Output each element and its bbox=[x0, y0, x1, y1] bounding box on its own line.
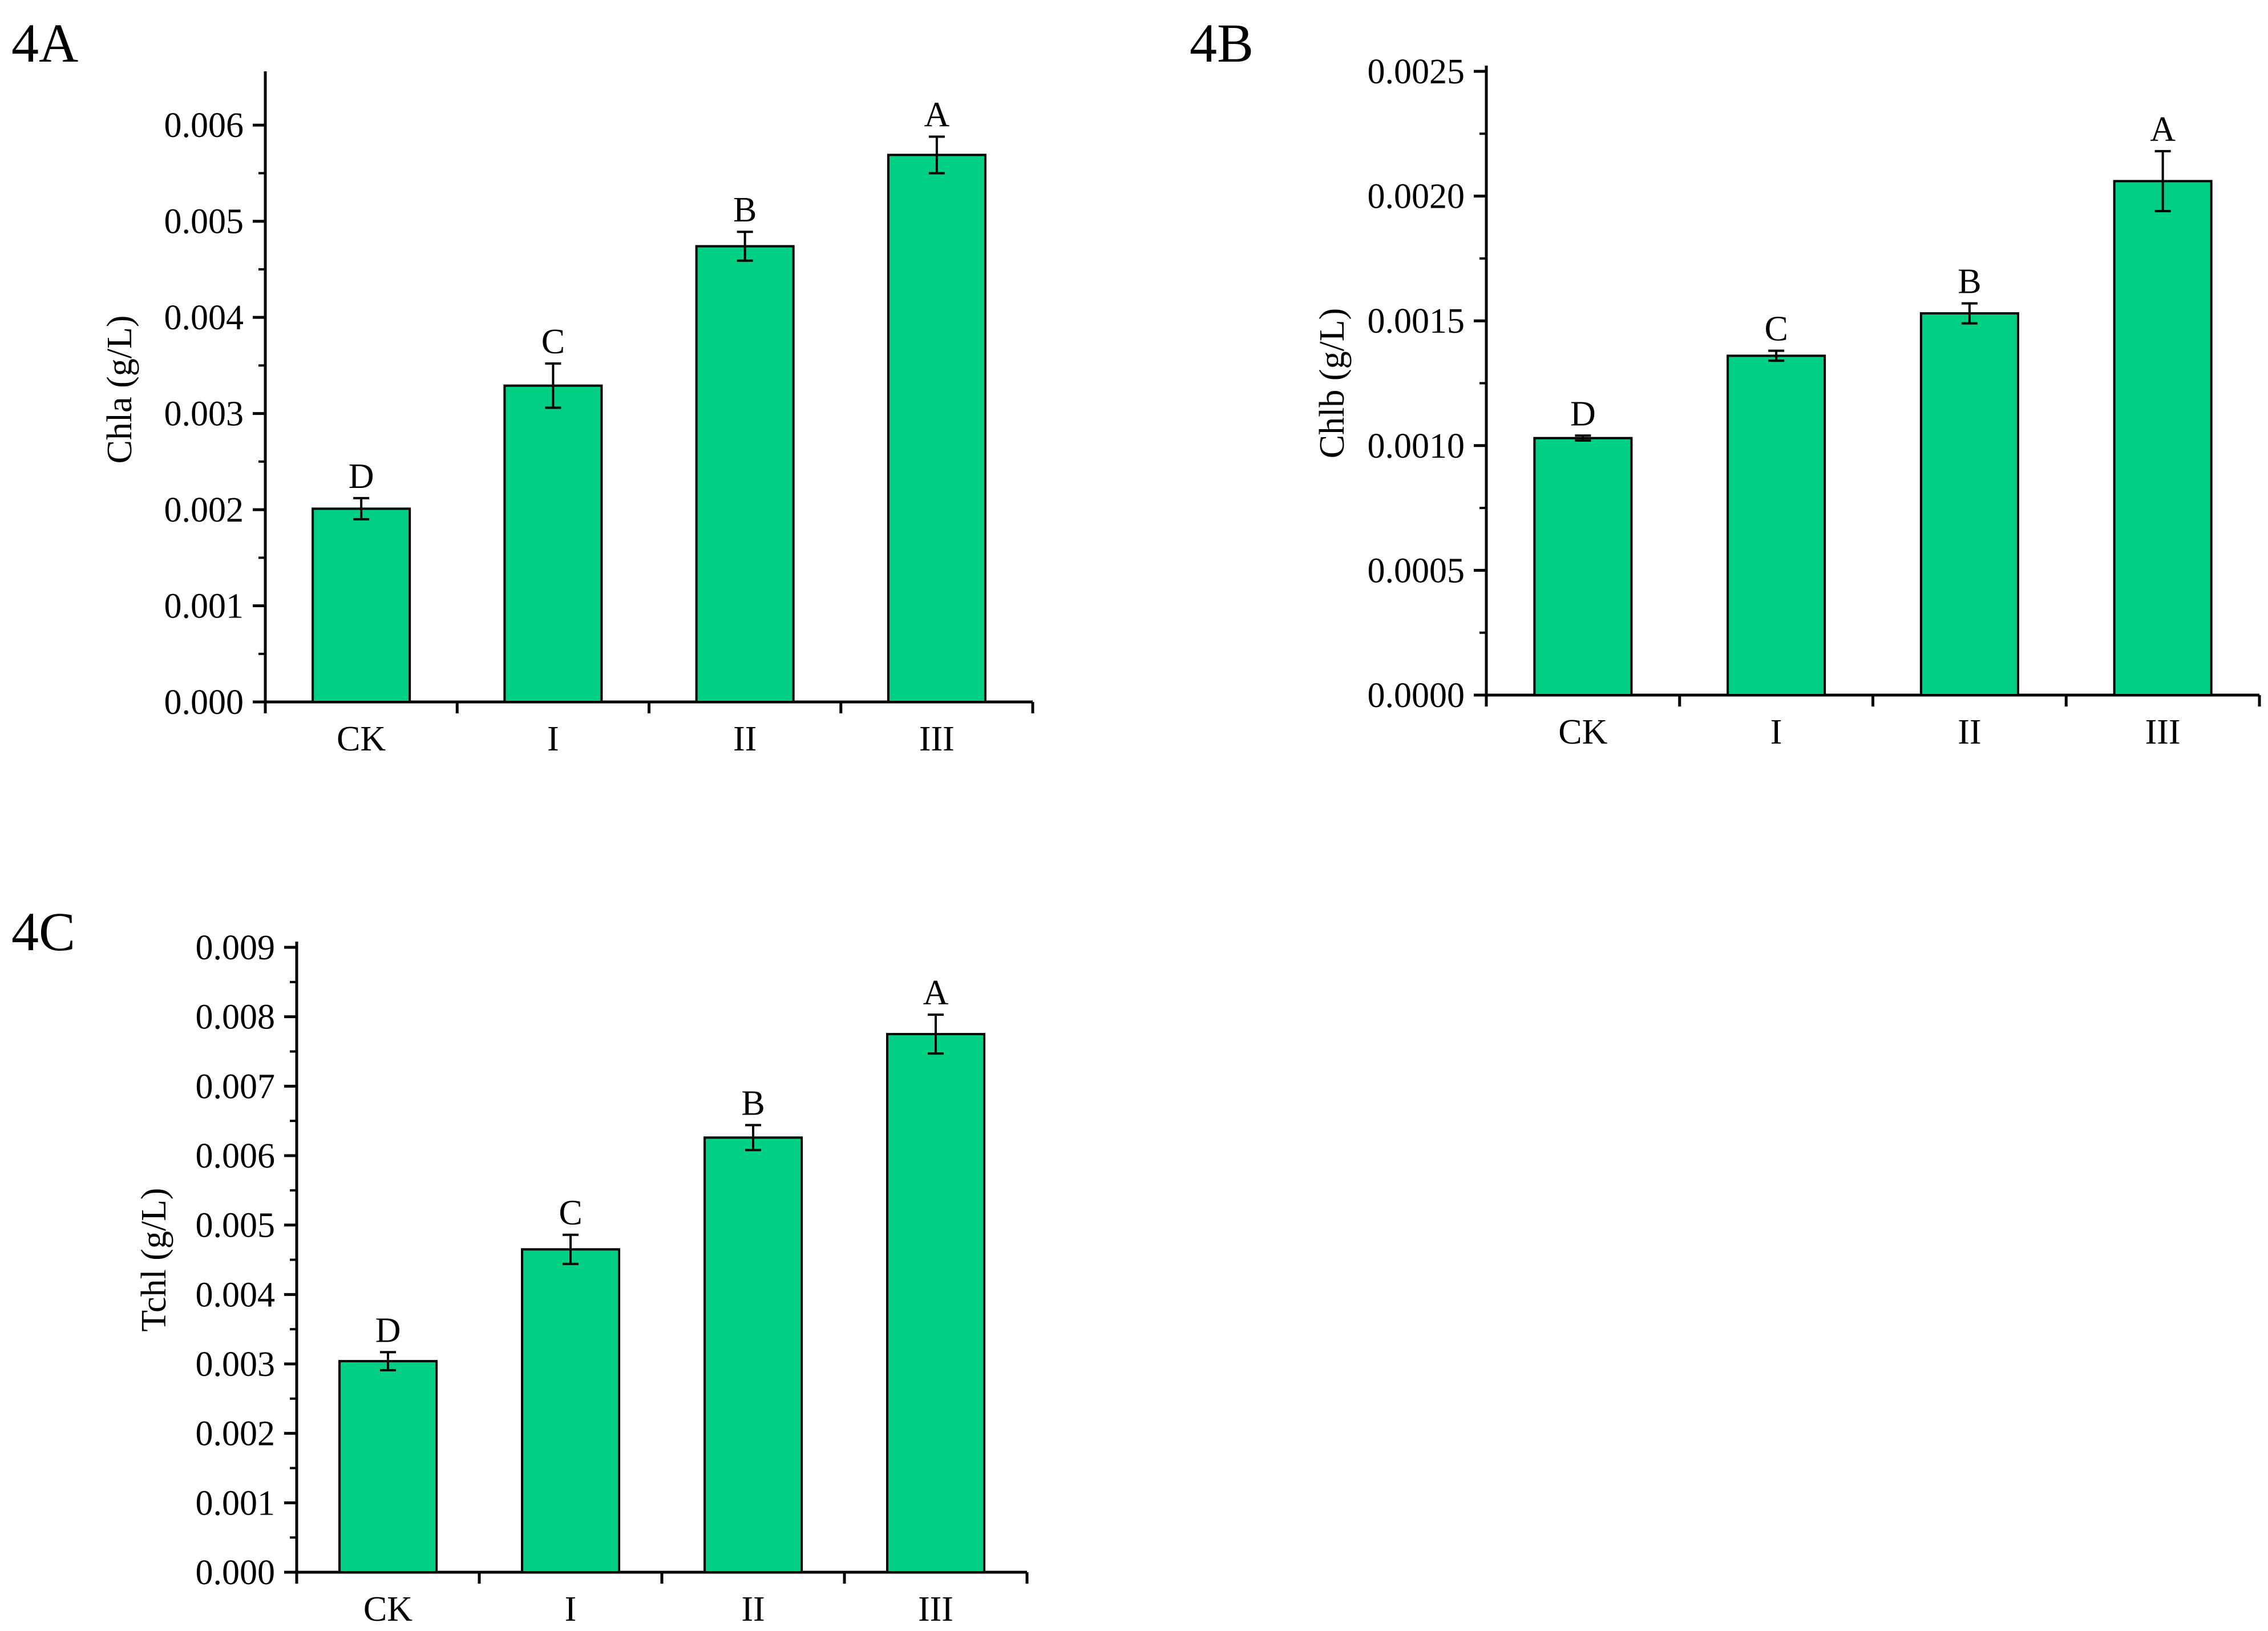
x-tick-label: III bbox=[919, 720, 955, 758]
y-tick-label: 0.0015 bbox=[1368, 302, 1465, 341]
panel-label: 4B bbox=[1190, 13, 1254, 74]
significance-letter: A bbox=[923, 974, 949, 1012]
y-tick-label: 0.009 bbox=[196, 928, 276, 967]
significance-letter: C bbox=[559, 1194, 582, 1233]
y-tick-label: 0.008 bbox=[196, 998, 276, 1037]
chart-panel-4b: 4B 0.0000 0.0005 0.0010 0.0015 0.0020 0.0025 Ch… bbox=[1190, 13, 2261, 752]
bar-ii bbox=[695, 245, 795, 703]
bar-i bbox=[521, 1248, 620, 1573]
x-tick-label: I bbox=[1770, 713, 1782, 752]
y-tick-label: 0.006 bbox=[164, 106, 244, 145]
bar-i bbox=[1727, 354, 1826, 696]
y-axis-title: Chlb (g/L) bbox=[1313, 308, 1352, 458]
x-tick-label: I bbox=[547, 720, 559, 758]
significance-letter: D bbox=[1570, 394, 1596, 433]
y-tick-label: 0.006 bbox=[196, 1137, 276, 1176]
x-tick-label: CK bbox=[1558, 713, 1607, 752]
chart-panel-4c: 4C 0.000 0.001 0.002 0.003 0.004 0.005 0.006 0.0… bbox=[11, 901, 1029, 1629]
y-axis-title: Chla (g/L) bbox=[100, 316, 139, 464]
x-tick-label: I bbox=[565, 1590, 577, 1629]
x-tick-label: III bbox=[2145, 713, 2181, 752]
y-tick-label: 0.0010 bbox=[1368, 427, 1465, 466]
significance-letter: A bbox=[2150, 110, 2176, 149]
bar-iii bbox=[887, 154, 987, 703]
y-tick-label: 0.001 bbox=[164, 587, 244, 626]
bar-ck bbox=[1533, 437, 1633, 697]
bar-i bbox=[503, 384, 603, 703]
y-tick-label: 0.0025 bbox=[1368, 53, 1465, 91]
y-tick-label: 0.002 bbox=[196, 1415, 276, 1454]
significance-letter: C bbox=[1764, 310, 1788, 349]
significance-letter: D bbox=[375, 1311, 401, 1350]
x-tick-label: II bbox=[1958, 713, 1981, 752]
bar-ii bbox=[704, 1136, 803, 1574]
x-tick-label: III bbox=[918, 1590, 953, 1629]
y-tick-label: 0.002 bbox=[164, 491, 244, 530]
bar-iii bbox=[886, 1033, 985, 1574]
y-tick-label: 0.007 bbox=[196, 1067, 276, 1106]
bar-iii bbox=[2113, 180, 2213, 697]
chart-panel-4a: 4A 0.000 0.001 0.002 0.003 0.004 0.005 0.006 Chl… bbox=[11, 13, 1034, 758]
significance-letter: B bbox=[741, 1084, 765, 1123]
x-tick-label: II bbox=[741, 1590, 765, 1629]
bar-ck bbox=[338, 1360, 438, 1573]
significance-letter: A bbox=[924, 95, 949, 134]
bar-ck bbox=[312, 507, 411, 704]
significance-letter: B bbox=[1958, 263, 1981, 301]
significance-letter: B bbox=[733, 191, 757, 229]
panel-label: 4C bbox=[11, 901, 75, 962]
y-tick-label: 0.005 bbox=[164, 203, 244, 241]
bar-ii bbox=[1919, 312, 2019, 696]
y-tick-label: 0.000 bbox=[164, 683, 244, 722]
y-tick-label: 0.005 bbox=[196, 1206, 276, 1245]
y-axis-title: Tchl (g/L) bbox=[135, 1188, 173, 1331]
x-tick-label: CK bbox=[363, 1590, 413, 1629]
panel-label: 4A bbox=[11, 13, 78, 74]
y-tick-label: 0.000 bbox=[196, 1553, 276, 1592]
x-tick-label: CK bbox=[337, 720, 386, 758]
x-tick-label: II bbox=[733, 720, 757, 758]
y-tick-label: 0.003 bbox=[164, 395, 244, 434]
y-tick-label: 0.001 bbox=[196, 1484, 276, 1523]
y-tick-label: 0.004 bbox=[164, 298, 244, 337]
y-tick-label: 0.003 bbox=[196, 1345, 276, 1384]
significance-letter: C bbox=[541, 322, 565, 361]
y-tick-label: 0.0005 bbox=[1368, 551, 1465, 590]
significance-letter: D bbox=[349, 457, 374, 496]
y-tick-label: 0.0000 bbox=[1368, 676, 1465, 715]
y-tick-label: 0.0020 bbox=[1368, 177, 1465, 216]
y-tick-label: 0.004 bbox=[196, 1275, 276, 1314]
